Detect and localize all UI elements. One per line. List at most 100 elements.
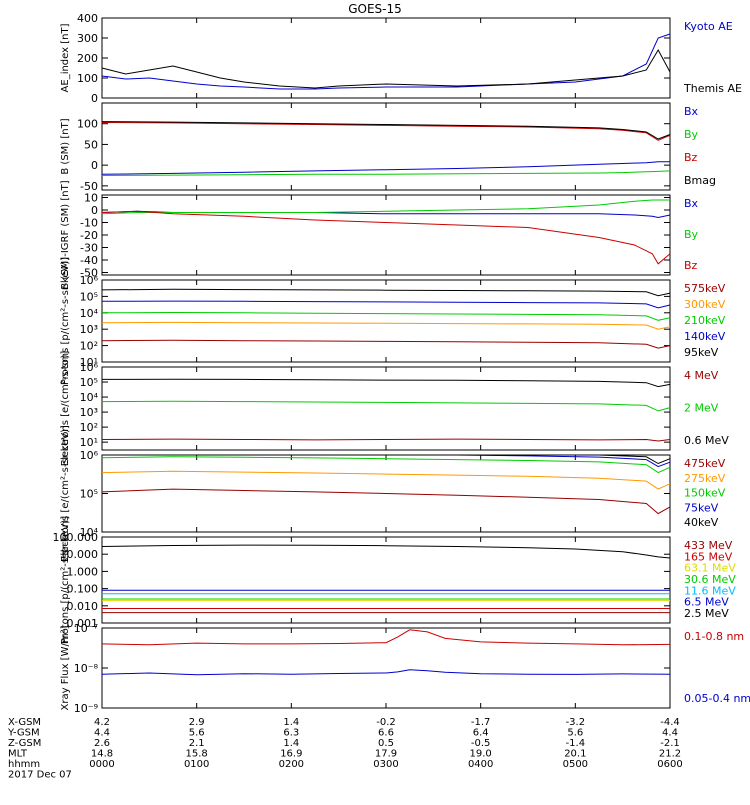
legend-entry: Bx (684, 105, 699, 118)
y-tick-label: 10⁻⁸ (74, 662, 99, 675)
series-line-2-mev (102, 401, 670, 411)
series-line-bx (102, 162, 670, 175)
y-axis-label: Protons [p/(cm²-s-sr-keV)] (60, 516, 71, 644)
time-axis-value: 4.4 (662, 728, 678, 739)
y-tick-label: 300 (77, 32, 98, 45)
plot-title: GOES-15 (348, 2, 402, 16)
y-tick-label: 10⁶ (80, 274, 99, 287)
legend-entry: 95keV (684, 346, 719, 359)
series-line-275kev (102, 471, 670, 489)
time-axis-value: 1.4 (283, 717, 299, 728)
y-tick-label: -30 (80, 242, 98, 255)
y-tick-label: -40 (80, 254, 98, 267)
y-tick-label: 10⁻⁷ (74, 622, 98, 635)
y-tick-label: 50 (84, 138, 98, 151)
y-axis-label: B (SM) [nT] (60, 118, 71, 174)
y-tick-label: 10³ (80, 323, 98, 336)
date-label: 2017 Dec 07 (8, 770, 72, 781)
y-tick-label: 0 (91, 159, 98, 172)
time-axis-value: 0100 (184, 759, 209, 770)
panel-frame (102, 628, 670, 708)
series-line-0-05-0-4-nm (102, 670, 670, 675)
time-axis-value: -4.4 (660, 717, 680, 728)
series-line-kyoto-ae (102, 34, 670, 89)
time-axis-value: 5.6 (189, 728, 205, 739)
y-tick-label: 10⁵ (80, 290, 98, 303)
time-axis-value: 4.4 (94, 728, 110, 739)
y-tick-label: 10⁵ (80, 488, 98, 501)
time-axis-value: 1.4 (283, 738, 299, 749)
series-line-300kev (102, 322, 670, 329)
y-tick-label: 10³ (80, 406, 98, 419)
y-tick-label: 10² (80, 421, 98, 434)
time-axis-value: 5.6 (567, 728, 583, 739)
time-axis-value: 0200 (279, 759, 304, 770)
y-tick-label: 10 (84, 192, 98, 205)
y-tick-label: 10⁴ (80, 391, 99, 404)
series-line-140kev (102, 301, 670, 308)
series-line-575kev (102, 340, 670, 348)
time-axis-row-label: hhmm (8, 759, 40, 770)
legend-entry: 75keV (684, 501, 719, 514)
y-tick-label: -10 (80, 217, 98, 230)
y-tick-label: 10⁶ (80, 449, 99, 462)
time-axis-value: 0400 (468, 759, 493, 770)
panel-protons2: 0.0010.0100.1001.00010.000100.000Protons… (53, 516, 737, 644)
time-axis-row-label: X-GSM (8, 717, 41, 728)
y-tick-label: 10⁴ (80, 307, 99, 320)
legend-entry: 300keV (684, 298, 726, 311)
legend-entry: 2.5 MeV (684, 607, 729, 620)
time-axis-value: -2.1 (660, 738, 680, 749)
series-line-0-6-mev (102, 379, 670, 386)
legend-entry: 0.1-0.8 nm (684, 630, 744, 643)
time-axis-value: -3.2 (566, 717, 586, 728)
legend-entry: By (684, 128, 699, 141)
time-axis-value: 16.9 (280, 749, 302, 760)
y-tick-label: -20 (80, 229, 98, 242)
series-line-150kev (102, 457, 670, 473)
time-axis-value: -0.2 (376, 717, 396, 728)
time-axis-row-label: Z-GSM (8, 738, 41, 749)
y-tick-label: 200 (77, 52, 98, 65)
legend-entry: Bz (684, 259, 698, 272)
y-tick-label: 10² (80, 340, 98, 353)
y-tick-label: 0 (91, 92, 98, 105)
y-axis-label: Xray Flux [W/m²] (60, 625, 71, 710)
panel-frame (102, 280, 670, 362)
time-axis-value: 0000 (89, 759, 114, 770)
y-tick-label: 10⁻⁹ (74, 702, 98, 715)
y-tick-label: 0.010 (67, 600, 99, 613)
time-axis-value: -1.4 (566, 738, 586, 749)
y-tick-label: 100 (77, 118, 98, 131)
y-tick-label: 0 (91, 204, 98, 217)
y-axis-label: AE_index [nT] (60, 23, 71, 92)
series-line-95kev (102, 289, 670, 295)
y-tick-label: 400 (77, 12, 98, 25)
time-axis-value: 0500 (563, 759, 588, 770)
legend-entry: 575keV (684, 282, 726, 295)
series-line-bz (102, 123, 670, 141)
series-line-4-mev (102, 439, 670, 441)
series-line-475kev (102, 489, 670, 513)
legend-entry: 40keV (684, 516, 719, 529)
time-axis-value: 6.4 (473, 728, 489, 739)
legend-entry: 4 MeV (684, 369, 719, 382)
y-tick-label: 10⁶ (80, 361, 99, 374)
time-axis-value: 6.3 (283, 728, 299, 739)
time-axis-value: 17.9 (375, 749, 397, 760)
time-axis-row-label: MLT (8, 749, 28, 760)
legend-entry: 0.6 MeV (684, 434, 729, 447)
legend-entry: 475keV (684, 457, 726, 470)
legend-entry: Themis AE (683, 82, 742, 95)
series-line-210kev (102, 313, 670, 321)
time-axis-row-label: Y-GSM (7, 728, 40, 739)
time-axis-value: 0.5 (378, 738, 394, 749)
time-axis-value: 15.8 (186, 749, 208, 760)
time-axis-value: -1.7 (471, 717, 491, 728)
